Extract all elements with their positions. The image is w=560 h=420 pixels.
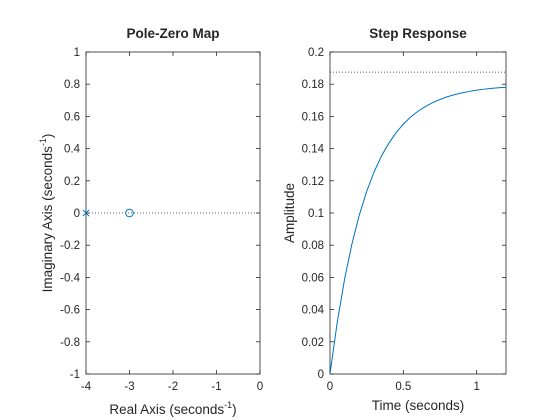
sr-ytick-label: 0.18 xyxy=(302,79,324,91)
sr-title: Step Response xyxy=(369,26,467,41)
pz-xtick-label: -4 xyxy=(81,381,92,393)
sr-ytick-label: 0.02 xyxy=(302,337,324,349)
pz-ytick-label: 0 xyxy=(74,208,80,220)
sr-axes-box xyxy=(329,51,507,375)
zero-marker xyxy=(125,208,134,218)
pz-ylabel: Imaginary Axis (seconds-1) xyxy=(38,134,55,293)
sr-xtick-label: 0.5 xyxy=(395,381,411,393)
sr-ytick-label: 0.04 xyxy=(302,305,325,317)
sr-ylabel: Amplitude xyxy=(282,183,297,243)
pz-ytick-label: -0.8 xyxy=(60,337,80,349)
pz-ytick-label: -0.4 xyxy=(60,272,80,284)
sr-ytick-label: 0.14 xyxy=(302,144,325,156)
sr-xtick-label: 0 xyxy=(327,381,333,393)
step-response-curve xyxy=(329,86,507,375)
pz-ytick-label: 0.4 xyxy=(64,144,81,156)
sr-ytick-label: 0 xyxy=(318,369,324,381)
pz-ytick-label: -1 xyxy=(70,369,80,381)
step-response-panel: 0 0.5 1 0 0.02 0.04 0.06 0.08 0.1 0.12 0.14 0.16 0.1… xyxy=(282,26,507,413)
sr-xtick-label: 1 xyxy=(473,381,479,393)
sr-ytick-label: 0.08 xyxy=(302,240,324,252)
sr-xlabel: Time (seconds) xyxy=(372,398,465,413)
pz-ytick-label: -0.2 xyxy=(60,240,80,252)
sr-ytick-label: 0.06 xyxy=(302,272,324,284)
pz-title: Pole-Zero Map xyxy=(126,26,219,41)
sr-ytick-label: 0.1 xyxy=(308,208,324,220)
pole-zero-panel: -4 -3 -2 -1 0 -1 -0.8 -0.6 -0.4 -0.2 0 0.2 0.4 0.6 0.8… xyxy=(38,26,263,417)
pz-xtick-label: -2 xyxy=(168,381,178,393)
sr-ytick-label: 0.2 xyxy=(308,47,324,59)
pz-xlabel: Real Axis (seconds-1) xyxy=(109,400,236,417)
pz-ytick-label: 0.2 xyxy=(64,176,80,188)
pz-ytick-label: 0.8 xyxy=(64,79,80,91)
pz-ytick-label: -0.6 xyxy=(60,305,80,317)
sr-ytick-label: 0.16 xyxy=(302,111,324,123)
pz-ytick-label: 0.6 xyxy=(64,111,80,123)
pz-ytick-label: 1 xyxy=(74,47,80,59)
pz-xtick-label: -1 xyxy=(211,381,221,393)
pz-xtick-label: -3 xyxy=(124,381,134,393)
sr-ytick-label: 0.12 xyxy=(302,176,324,188)
pz-xtick-label: 0 xyxy=(257,381,263,393)
pole-marker xyxy=(82,209,90,217)
